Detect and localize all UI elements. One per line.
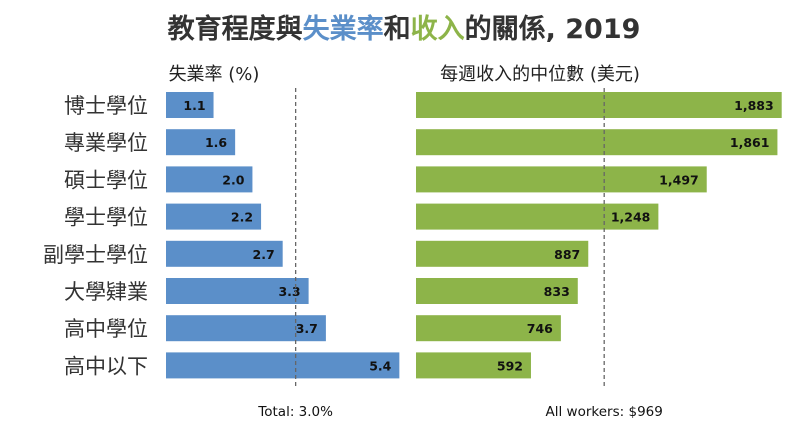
earnings-bar-2	[416, 166, 707, 193]
unemployment-bar-7	[166, 352, 400, 379]
category-label-2: 碩士學位	[64, 168, 148, 192]
unemployment-value-label-5: 3.3	[278, 284, 300, 299]
earnings-value-label-7: 592	[497, 358, 523, 373]
earnings-bar-1	[416, 129, 778, 156]
earnings-value-label-3: 1,248	[611, 210, 651, 225]
unemployment-reference-label: Total: 3.0%	[257, 404, 333, 420]
unemployment-value-label-1: 1.6	[205, 135, 227, 150]
chart-title: 教育程度與失業率和收入的關係, 2019	[168, 13, 641, 45]
category-label-7: 高中以下	[64, 354, 148, 378]
earnings-panel-title: 每週收入的中位數 (美元)	[440, 64, 640, 85]
unemployment-bar-1	[166, 129, 236, 156]
unemployment-bar-2	[166, 166, 253, 193]
unemployment-panel-title: 失業率 (%)	[169, 64, 260, 85]
title-part-1: 教育程度與	[168, 13, 303, 45]
unemployment-value-label-6: 3.7	[296, 321, 318, 336]
earnings-value-label-0: 1,883	[734, 98, 774, 113]
category-label-5: 大學肄業	[64, 280, 148, 304]
title-part-unemployment: 失業率	[303, 13, 384, 45]
earnings-reference-label: All workers: $969	[546, 404, 663, 420]
earnings-value-label-4: 887	[554, 247, 580, 262]
unemployment-value-label-2: 2.0	[222, 172, 244, 187]
unemployment-value-label-4: 2.7	[253, 247, 275, 262]
title-part-income: 收入	[411, 14, 465, 45]
unemployment-bar-3	[166, 203, 262, 230]
earnings-value-label-6: 746	[527, 321, 553, 336]
category-label-0: 博士學位	[64, 94, 148, 118]
earnings-value-label-5: 833	[544, 284, 570, 299]
category-label-3: 學士學位	[64, 206, 148, 230]
unemployment-value-label-3: 2.2	[231, 210, 253, 225]
unemployment-value-label-7: 5.4	[369, 358, 391, 373]
unemployment-bar-0	[166, 92, 214, 118]
category-label-4: 副學士學位	[43, 243, 148, 267]
earnings-bar-5	[416, 278, 578, 304]
unemployment-bar-5	[166, 278, 309, 304]
earnings-bar-6	[416, 315, 561, 342]
earnings-bar-7	[416, 352, 531, 379]
title-part-3: 和	[384, 14, 411, 45]
earnings-bar-4	[416, 240, 589, 267]
category-label-6: 高中學位	[64, 317, 148, 341]
unemployment-bar-6	[166, 315, 326, 342]
earnings-bar-3	[416, 203, 659, 230]
earnings-value-label-2: 1,497	[659, 172, 699, 187]
earnings-bar-0	[416, 92, 782, 118]
unemployment-value-label-0: 1.1	[183, 98, 205, 113]
category-label-1: 專業學位	[64, 131, 148, 155]
earnings-value-label-1: 1,861	[730, 135, 770, 150]
plot-layer: 失業率 (%) 1.1 博士學位 1.6 專業學位 2.0 碩士學位 2.2 學士學位 2.7 副學…	[43, 64, 782, 420]
title-part-5: 的關係, 2019	[465, 13, 641, 45]
unemployment-bar-4	[166, 240, 283, 267]
